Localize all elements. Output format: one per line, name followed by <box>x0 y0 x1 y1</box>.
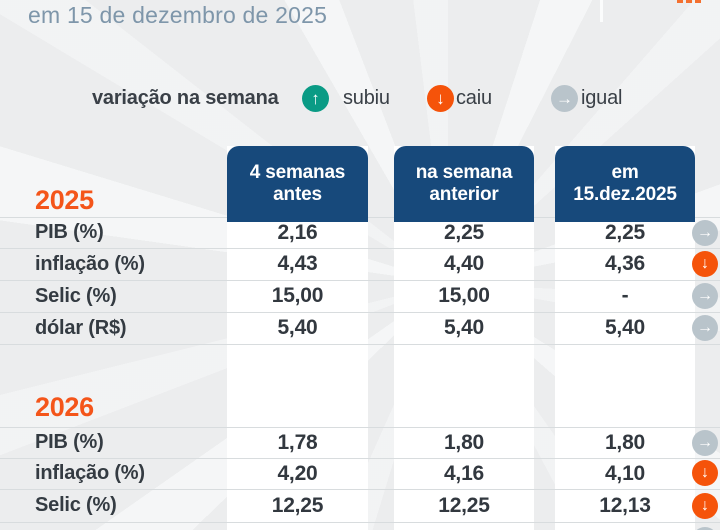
cell-value: 2,16 <box>277 221 318 244</box>
table-row: inflação (%) 4,43 4,40 4,36 ↓ <box>0 248 720 280</box>
dotted-line-decoration <box>695 0 701 3</box>
legend-item-caiu: caiu <box>456 87 492 109</box>
table-row: PIB (%) 1,78 1,80 1,80 → <box>0 427 720 458</box>
arrow-glyph: → <box>697 434 713 451</box>
right-arrow-icon <box>692 527 718 530</box>
arrow-glyph: ↓ <box>436 89 445 108</box>
cell-value: 4,40 <box>443 252 485 275</box>
arrow-glyph: ↓ <box>701 497 709 514</box>
right-arrow-icon: → <box>692 315 718 341</box>
dotted-line-decoration <box>686 0 692 3</box>
column-header-na-semana-anterior: na semana anterior <box>394 146 534 222</box>
cell-value: - <box>621 284 629 307</box>
dotted-line-decoration <box>677 0 683 3</box>
table-row: Selic (%) 12,25 12,25 12,13 ↓ <box>0 489 720 522</box>
arrow-glyph: ↓ <box>701 255 709 272</box>
row-label: inflação (%) <box>35 462 145 484</box>
table-row: PIB (%) 2,16 2,25 2,25 → <box>0 217 720 248</box>
row-label: Selic (%) <box>35 494 117 516</box>
cell-value: 5,40 <box>604 316 646 339</box>
cell-value: 1,78 <box>277 431 318 454</box>
cell-value: 5,40 <box>277 316 318 339</box>
cell-value: 15,00 <box>271 284 324 307</box>
right-arrow-icon: → <box>551 85 578 112</box>
row-divider <box>0 312 720 313</box>
row-divider <box>0 458 720 459</box>
cell-value: 15,00 <box>438 284 490 307</box>
row-label: PIB (%) <box>35 221 104 243</box>
arrow-glyph: ↓ <box>701 464 709 481</box>
down-arrow-icon: ↓ <box>692 460 718 486</box>
section-year-2026: 2026 <box>35 392 94 422</box>
cell-value: 12,25 <box>438 494 490 517</box>
legend-label: variação na semana <box>92 87 279 109</box>
table-row: dólar (R$) 5,40 5,40 5,40 → <box>0 312 720 344</box>
legend-item-igual: igual <box>581 87 623 109</box>
arrow-glyph: → <box>697 224 713 241</box>
down-arrow-icon: ↓ <box>427 85 454 112</box>
cell-value: 4,16 <box>443 462 485 485</box>
up-arrow-icon: ↑ <box>302 85 329 112</box>
cell-value: 4,36 <box>604 252 646 275</box>
cell-value: 12,25 <box>271 494 324 517</box>
cell-value: 12,13 <box>599 494 651 517</box>
down-arrow-icon: ↓ <box>692 493 718 519</box>
row-divider <box>0 344 720 345</box>
row-label: PIB (%) <box>35 431 104 453</box>
cell-value: 4,10 <box>604 462 646 485</box>
arrow-glyph: → <box>697 287 713 304</box>
column-header-4-semanas-antes: 4 semanas antes <box>227 146 368 222</box>
cell-value: 4,43 <box>277 252 318 275</box>
table-row: Selic (%) 15,00 15,00 - → <box>0 280 720 312</box>
column-header-em-15-dez-2025: em 15.dez.2025 <box>555 146 695 222</box>
row-label: inflação (%) <box>35 253 145 275</box>
row-divider <box>0 280 720 281</box>
row-divider <box>0 522 720 523</box>
right-arrow-icon: → <box>692 283 718 309</box>
arrow-glyph: ↑ <box>311 89 320 108</box>
row-divider <box>0 248 720 249</box>
arrow-glyph: → <box>556 89 573 108</box>
cell-value: 2,25 <box>604 221 646 244</box>
cell-value: 1,80 <box>443 431 485 454</box>
right-arrow-icon: → <box>692 220 718 246</box>
section-year-2025: 2025 <box>35 185 94 215</box>
page-subtitle: em 15 de dezembro de 2025 <box>28 2 328 28</box>
row-divider <box>0 489 720 490</box>
down-arrow-icon: ↓ <box>692 251 718 277</box>
cell-value: 1,80 <box>604 431 646 454</box>
cell-value: 2,25 <box>443 221 485 244</box>
row-label: Selic (%) <box>35 285 117 307</box>
arrow-glyph: → <box>697 319 713 336</box>
cell-value: 5,40 <box>443 316 485 339</box>
row-label: dólar (R$) <box>35 317 127 339</box>
legend-item-subiu: subiu <box>343 87 390 109</box>
row-divider <box>0 427 720 428</box>
table-row: inflação (%) 4,20 4,16 4,10 ↓ <box>0 458 720 489</box>
divider-tick <box>600 0 603 22</box>
right-arrow-icon: → <box>692 430 718 456</box>
cell-value: 4,20 <box>277 462 318 485</box>
variation-legend: variação na semana ↑ subiu ↓ caiu → igua… <box>0 85 720 112</box>
